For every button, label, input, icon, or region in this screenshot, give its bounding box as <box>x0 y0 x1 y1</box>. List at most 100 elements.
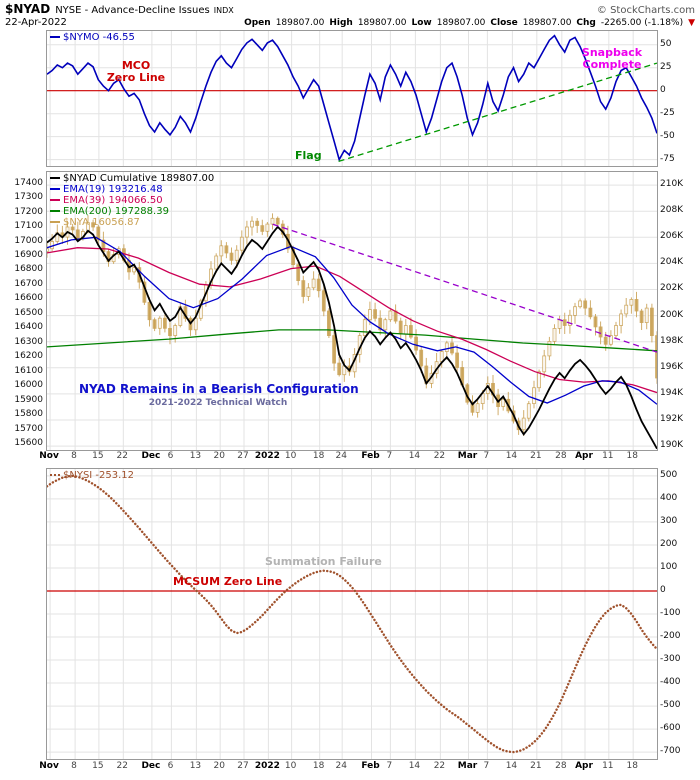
bearish-config-label: NYAD Remains in a Bearish Configuration <box>79 382 359 396</box>
y-tick-label: 50 <box>660 38 672 49</box>
y-tick-label-left: 16900 <box>14 249 43 260</box>
quote-field-value: 189807.00 <box>357 18 407 28</box>
x-tick-label: 22 <box>116 761 128 771</box>
y-tick-label: 206K <box>660 231 684 242</box>
y-tick-label-left: 16100 <box>14 365 43 376</box>
summation-failure-label: Summation Failure <box>265 555 382 568</box>
flag-label: Flag <box>295 149 322 162</box>
x-tick-label: 10 <box>284 761 297 771</box>
x-tick-label: 14 <box>408 451 421 461</box>
y-tick-label: 204K <box>660 257 684 268</box>
legend-label: $NYA 16056.87 <box>63 217 140 228</box>
x-axis-row-middle: Nov 8 15 22 Dec 6 13 20 27 2022 10 18 24 Feb 7 14 22 Mar 7… <box>0 451 700 463</box>
y-tick-label: 194K <box>660 387 684 398</box>
x-tick-label: 15 <box>92 761 104 771</box>
title-row: $NYAD NYSE - Advance-Decline Issues INDX… <box>5 2 695 16</box>
x-tick-label: 14 <box>408 761 421 771</box>
y-tick-label: 400 <box>660 492 678 503</box>
legend-item: $NYA 16056.87 <box>50 217 214 228</box>
mco-label-line2: Zero Line <box>106 71 166 84</box>
legend-label: $NYSI -253.12 <box>63 470 135 481</box>
mco-zero-line-label: MCO Zero Line <box>93 60 179 84</box>
x-tick-label: 28 <box>555 761 567 771</box>
y-tick-label: 0 <box>660 584 666 595</box>
nymo-panel: $NYMO -46.55 MCO Zero Line Snapback Comp… <box>46 30 658 167</box>
y-tick-label-left: 16200 <box>14 351 43 362</box>
x-tick-label: 20 <box>213 761 225 771</box>
x-tick-label: 8 <box>71 761 77 771</box>
legend-label: $NYMO -46.55 <box>63 32 135 43</box>
quote-field-label: Open <box>244 18 271 28</box>
y-tick-label: 208K <box>660 205 684 216</box>
y-tick-label: -400 <box>660 677 681 688</box>
legend-label: EMA(200) 197288.39 <box>63 206 169 217</box>
x-tick-label: Nov <box>39 451 59 461</box>
x-tick-label: 13 <box>189 761 202 771</box>
x-tick-label: Apr <box>575 761 593 771</box>
y-tick-label-left: 15600 <box>14 438 43 449</box>
x-tick-label: 18 <box>312 451 325 461</box>
x-tick-label: 13 <box>189 451 202 461</box>
legend-item: EMA(39) 194066.50 <box>50 195 214 206</box>
x-axis-row-bottom: Nov 8 15 22 Dec 6 13 20 27 2022 10 18 24 Feb 7 14 22 Mar 7… <box>0 761 700 773</box>
x-tick-label: 11 <box>602 761 614 771</box>
y-tick-label: 196K <box>660 361 684 372</box>
nymo-legend: $NYMO -46.55 <box>50 32 135 43</box>
y-tick-label: 210K <box>660 179 684 190</box>
quote-field-label: Chg <box>576 18 596 28</box>
copyright: © StockCharts.com <box>596 5 695 16</box>
y-tick-label-left: 17400 <box>14 177 43 188</box>
chart-header: $NYAD NYSE - Advance-Decline Issues INDX… <box>5 2 695 28</box>
quote-field-value: 189807.00 <box>522 18 572 28</box>
legend-label: $NYAD Cumulative 189807.00 <box>63 173 215 184</box>
nyad-panel: $NYAD Cumulative 189807.00 EMA(19) 193216… <box>46 171 658 451</box>
quote-field-label: High <box>329 18 353 28</box>
y-tick-label: -200 <box>660 631 681 642</box>
y-tick-label: 192K <box>660 413 684 424</box>
x-tick-label: 21 <box>530 761 542 771</box>
x-tick-label: Mar <box>457 451 478 461</box>
ohlc-quote-row: Open 189807.00 High 189807.00 Low 189807.00 Cl… <box>244 18 695 28</box>
symbol: $NYAD <box>5 2 51 16</box>
chart-date: 22-Apr-2022 <box>5 17 67 28</box>
exchange-tag: INDX <box>213 6 234 15</box>
y-tick-label-left: 16000 <box>14 380 43 391</box>
legend-swatch-icon <box>50 36 60 38</box>
quote-header-row: 22-Apr-2022 Open 189807.00 High 189807.00 Lo… <box>5 17 695 28</box>
x-tick-label: 7 <box>483 761 490 771</box>
legend-swatch-icon <box>50 210 60 212</box>
y-tick-label-left: 17200 <box>14 206 43 217</box>
nysi-legend: $NYSI -253.12 <box>50 470 134 481</box>
x-tick-label: 8 <box>71 451 77 461</box>
x-tick-label: 14 <box>505 451 518 461</box>
quote-field-value: 189807.00 <box>275 18 325 28</box>
legend-label: EMA(39) 194066.50 <box>63 195 163 206</box>
y-tick-label: -25 <box>660 107 675 118</box>
x-tick-label: 20 <box>213 451 225 461</box>
y-tick-label: 500 <box>660 469 678 480</box>
y-tick-label: -100 <box>660 608 681 618</box>
mcsum-zero-line-label: MCSUM Zero Line <box>173 575 283 588</box>
x-tick-label: 22 <box>116 451 128 461</box>
y-tick-label: 198K <box>660 335 684 346</box>
technical-watch-label: 2021-2022 Technical Watch <box>148 398 288 408</box>
snapback-complete-label: Snapback Complete <box>573 47 651 71</box>
legend-label: EMA(19) 193216.48 <box>63 184 163 195</box>
x-tick-label: Dec <box>141 451 161 461</box>
x-tick-label: 6 <box>167 761 174 771</box>
y-tick-label: 100 <box>660 561 678 572</box>
y-tick-label-left: 15700 <box>14 423 43 434</box>
y-tick-label: -75 <box>660 153 675 164</box>
y-tick-label-left: 16700 <box>14 278 43 289</box>
y-tick-label-left: 17100 <box>14 221 43 232</box>
y-tick-label: -600 <box>660 723 681 734</box>
x-tick-label: 18 <box>312 761 325 771</box>
x-tick-label: 24 <box>335 761 347 771</box>
x-tick-label: 10 <box>284 451 297 461</box>
nymo-plot <box>47 31 657 166</box>
x-tick-label: 28 <box>555 451 567 461</box>
nyad-legend: $NYAD Cumulative 189807.00 EMA(19) 193216… <box>50 173 214 228</box>
x-tick-label: Feb <box>361 761 380 771</box>
quote-field-value: 189807.00 <box>436 18 486 28</box>
